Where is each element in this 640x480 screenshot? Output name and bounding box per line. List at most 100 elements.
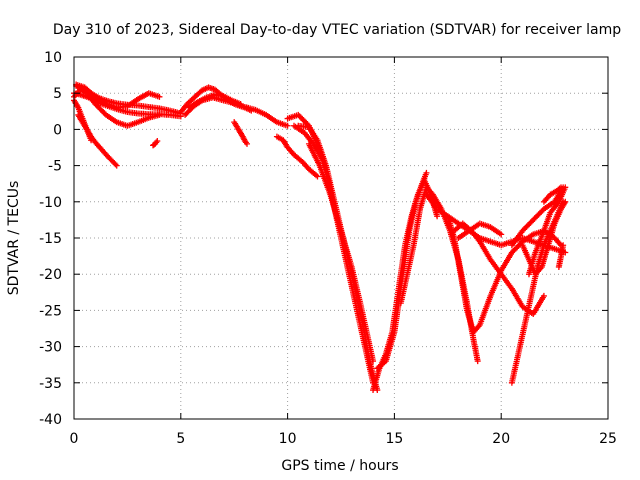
data-point — [562, 198, 569, 205]
interpolated-points — [404, 244, 417, 276]
series-arc-22 — [451, 220, 547, 318]
interpolated-points — [292, 152, 305, 164]
interpolated-points — [531, 207, 546, 222]
x-tick-label: 25 — [599, 431, 617, 447]
y-tick-label: -15 — [39, 231, 62, 247]
interpolated-points — [515, 323, 528, 355]
data-point — [474, 358, 481, 365]
x-tick-label: 10 — [279, 431, 297, 447]
series-arc-28 — [540, 184, 565, 205]
interpolated-points — [264, 113, 279, 125]
interpolated-points — [509, 352, 521, 384]
interpolated-points — [411, 207, 423, 247]
interpolated-points — [533, 265, 544, 276]
interpolated-points — [467, 228, 482, 240]
y-tick-label: -5 — [48, 159, 62, 175]
interpolated-points — [489, 225, 503, 237]
interpolated-points — [522, 294, 534, 326]
interpolated-points — [100, 148, 110, 159]
interpolated-points — [236, 127, 245, 139]
interpolated-points — [207, 85, 217, 92]
data-point — [423, 169, 430, 176]
interpolated-points — [84, 128, 94, 142]
interpolated-points — [526, 251, 538, 276]
x-axis-label: GPS time / hours — [281, 458, 398, 474]
data-point — [156, 111, 163, 118]
y-tick-label: -25 — [39, 303, 62, 319]
interpolated-points — [230, 98, 242, 107]
x-tick-label: 15 — [385, 431, 403, 447]
series-arc-12 — [273, 133, 321, 180]
interpolated-points — [510, 229, 525, 247]
interpolated-points — [558, 200, 568, 211]
interpolated-points — [488, 258, 503, 276]
interpolated-points — [136, 91, 151, 102]
interpolated-points — [106, 155, 119, 168]
interpolated-points — [300, 160, 311, 171]
interpolated-points — [419, 171, 429, 185]
interpolated-points — [275, 134, 285, 143]
interpolated-points — [424, 193, 439, 211]
interpolated-points — [539, 244, 551, 269]
interpolated-points — [383, 330, 397, 363]
interpolated-points — [555, 185, 563, 193]
interpolated-points — [451, 236, 464, 276]
interpolated-points — [222, 94, 234, 103]
series-arc-21 — [444, 213, 565, 336]
x-tick-label: 5 — [176, 431, 185, 447]
interpolated-points — [79, 92, 89, 100]
interpolated-points — [424, 185, 435, 197]
series-arc-10 — [186, 91, 244, 111]
series-arc-11 — [231, 119, 251, 147]
interpolated-points — [281, 138, 290, 150]
interpolated-points — [254, 107, 268, 118]
interpolated-points — [531, 294, 546, 316]
x-tick-label: 20 — [492, 431, 510, 447]
interpolated-points — [240, 135, 248, 143]
data-point — [370, 358, 377, 365]
interpolated-points — [93, 102, 108, 117]
axes: 0 5 10 15 20 25 10 5 0 -5 -10 -15 -20 -25 -30 -35 -40 — [39, 50, 617, 447]
data-point — [244, 140, 251, 147]
interpolated-points — [285, 145, 296, 157]
interpolated-points — [306, 142, 322, 167]
interpolated-points — [542, 199, 557, 211]
y-tick-label: 0 — [53, 122, 62, 138]
interpolated-points — [200, 85, 210, 93]
plot-border — [73, 56, 609, 420]
interpolated-points — [406, 200, 419, 232]
y-tick-label: 10 — [44, 50, 62, 66]
interpolated-points — [196, 95, 208, 104]
interpolated-points — [136, 115, 150, 125]
y-tick-label: -35 — [39, 376, 62, 392]
data-point — [237, 101, 244, 108]
data-point — [558, 184, 565, 191]
interpolated-points — [375, 359, 388, 371]
interpolated-points — [520, 218, 535, 233]
y-tick-label: -10 — [39, 195, 62, 211]
interpolated-points — [398, 273, 410, 305]
interpolated-points — [194, 88, 204, 98]
interpolated-points — [435, 207, 450, 219]
interpolated-points — [317, 164, 333, 196]
interpolated-points — [535, 244, 547, 269]
series-arc-20 — [423, 191, 505, 238]
data-point — [560, 242, 567, 249]
interpolated-points — [520, 244, 532, 261]
interpolated-points — [499, 251, 514, 272]
interpolated-points — [413, 182, 425, 203]
interpolated-points — [509, 287, 525, 309]
interpolated-points — [542, 193, 552, 204]
interpolated-points — [185, 94, 198, 106]
data-point — [88, 137, 95, 144]
data-point — [156, 93, 163, 100]
series-arc-4 — [73, 81, 163, 111]
interpolated-points — [302, 131, 315, 146]
y-tick-label: 5 — [53, 86, 62, 102]
interpolated-points — [83, 85, 97, 99]
interpolated-points — [93, 94, 108, 106]
interpolated-points — [370, 367, 382, 392]
series-arc-6 — [75, 111, 95, 144]
interpolated-points — [510, 240, 525, 255]
